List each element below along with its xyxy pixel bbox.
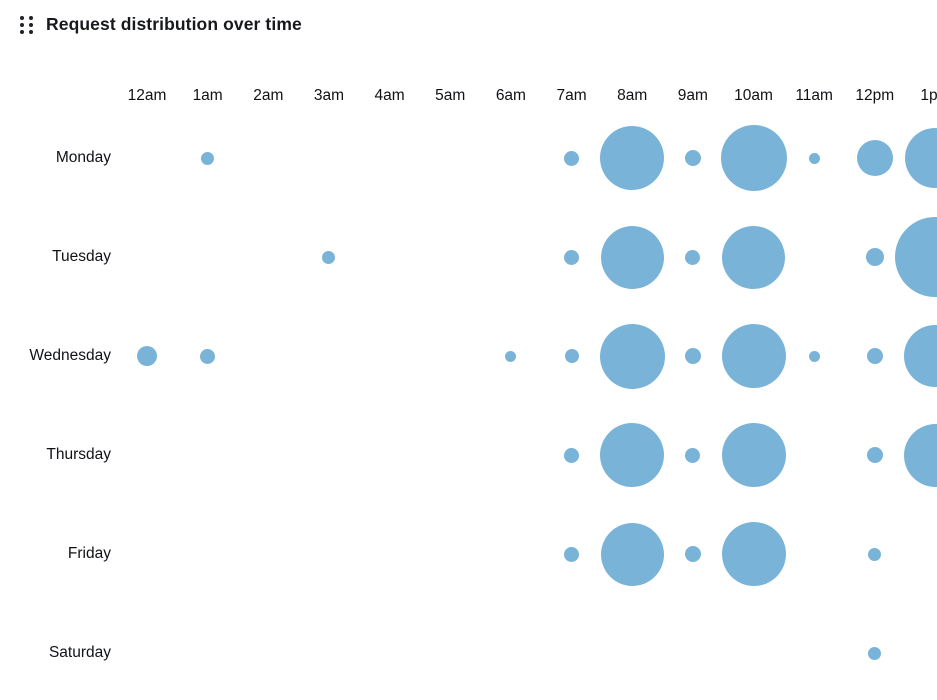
bubble-friday-9am[interactable] [684,546,701,562]
y-axis-label-wednesday: Wednesday [29,347,111,364]
x-axis-label-3am: 3am [313,87,345,104]
x-axis-label-10am: 10am [734,87,773,104]
bubble-thursday-10am[interactable] [721,423,786,487]
bubble-monday-7am[interactable] [564,150,580,166]
bubble-thursday-8am[interactable] [600,423,665,487]
y-axis-label-saturday: Saturday [48,644,111,661]
x-axis-label-5am: 5am [435,87,466,104]
bubble-tuesday-3am[interactable] [322,250,336,264]
x-axis-label-12pm: 12pm [855,87,895,104]
bubble-saturday-12pm[interactable] [868,646,882,660]
bubble-monday-8am[interactable] [600,126,665,190]
bubble-monday-1am[interactable] [201,151,215,165]
widget-header: Request distribution over time [20,14,302,35]
y-axis-label-tuesday: Tuesday [52,248,111,265]
x-axis-label-7am: 7am [556,87,587,104]
bubble-tuesday-8am[interactable] [600,225,664,289]
bubble-monday-9am[interactable] [684,150,701,166]
bubble-friday-10am[interactable] [721,522,786,586]
x-axis-label-1am: 1am [192,87,223,104]
x-axis-label-6am: 6am [495,87,526,104]
x-axis-label-9am: 9am [677,87,708,104]
bubble-friday-12pm[interactable] [868,547,882,561]
x-axis-label-2am: 2am [253,87,284,104]
bubble-thursday-7am[interactable] [564,447,580,463]
drag-handle-icon[interactable] [20,15,33,34]
bubble-wednesday-1am[interactable] [200,348,216,364]
bubble-tuesday-10am[interactable] [722,225,785,289]
x-axis-label-8am: 8am [617,87,648,104]
bubble-wednesday-1pm[interactable] [904,325,937,387]
bubble-thursday-9am[interactable] [685,447,701,463]
bubble-wednesday-10am[interactable] [721,324,786,388]
bubble-wednesday-7am[interactable] [564,349,579,363]
bubble-tuesday-7am[interactable] [564,249,580,265]
bubble-thursday-1pm[interactable] [903,423,937,487]
bubble-wednesday-6am[interactable] [505,350,517,362]
x-axis-label-1pm: 1pm [920,87,937,104]
bubble-monday-1pm[interactable] [905,128,937,188]
x-axis-label-4am: 4am [374,87,405,104]
bubble-tuesday-1pm[interactable] [895,217,937,297]
bubble-monday-11am[interactable] [808,152,820,164]
bubble-thursday-12pm[interactable] [866,447,883,463]
widget-title: Request distribution over time [46,14,302,34]
bubble-monday-10am[interactable] [720,125,787,191]
bubble-tuesday-9am[interactable] [685,249,701,265]
bubble-wednesday-12pm[interactable] [866,348,883,364]
y-axis-label-friday: Friday [67,545,111,562]
bubble-wednesday-8am[interactable] [599,323,665,389]
bubble-wednesday-11am[interactable] [808,350,820,362]
x-axis-label-11am: 11am [795,87,833,104]
y-axis-label-thursday: Thursday [46,446,111,463]
x-axis-label-12am: 12am [127,87,167,104]
bubble-friday-8am[interactable] [600,522,664,586]
bubble-wednesday-12am[interactable] [137,346,157,366]
bubble-friday-7am[interactable] [564,546,580,562]
bubble-tuesday-12pm[interactable] [865,248,884,266]
bubble-monday-12pm[interactable] [856,140,893,176]
bubble-wednesday-9am[interactable] [684,348,701,364]
y-axis-label-monday: Monday [55,149,111,166]
